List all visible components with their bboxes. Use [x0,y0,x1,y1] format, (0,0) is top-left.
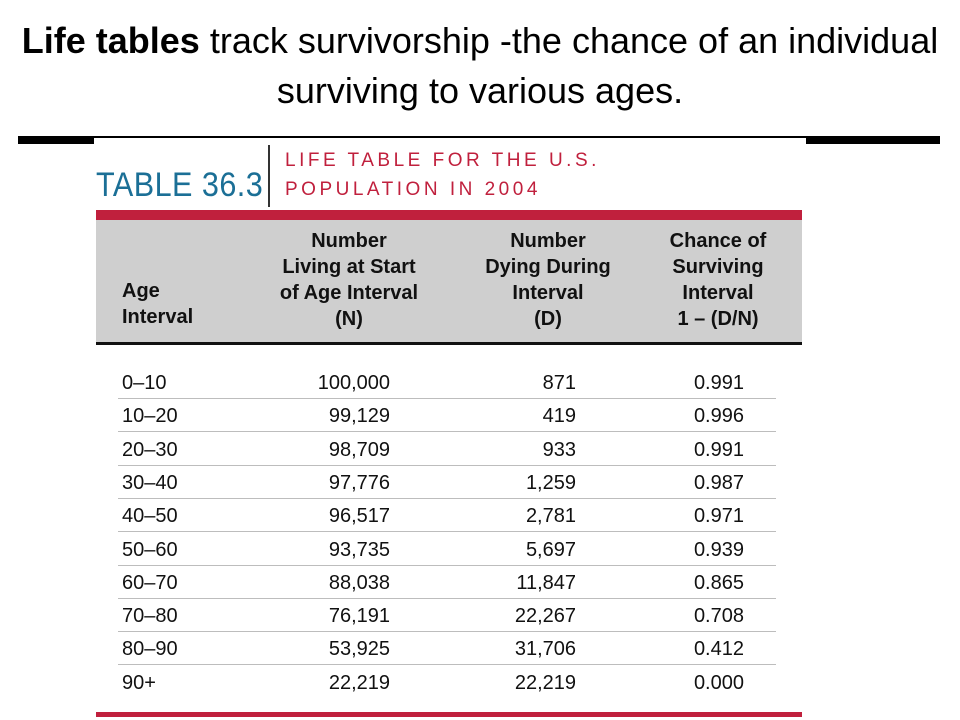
cell-living: 97,776 [328,471,390,494]
table-row: 90+ 22,219 22,219 0.000 [96,666,776,699]
table-caption-line2: POPULATION IN 2004 [285,179,541,200]
cell-age: 70–80 [122,605,178,628]
cell-living: 99,129 [328,405,390,428]
column-header-surviving-line: Chance of [669,230,767,252]
table-bottom-rule [96,712,802,717]
cell-surviving: 0.865 [693,571,744,594]
table-row: 60–70 88,038 11,847 0.865 [96,566,776,599]
cell-living: 100,000 [317,372,390,394]
cell-living: 88,038 [328,571,390,594]
table-caption-line1: LIFE TABLE FOR THE U.S. [285,150,600,171]
row-divider [118,664,776,666]
row-divider [118,531,776,533]
cell-surviving: 0.939 [693,538,744,561]
slide-title-rest: track survivorship -the chance of an ind… [199,20,939,111]
cell-dying: 933 [542,438,576,461]
cell-age: 80–90 [122,638,178,661]
table-top-rule [94,136,806,138]
row-divider [118,398,776,399]
cell-dying: 2,781 [525,505,576,528]
table-row: 10–20 99,129 419 0.996 [96,399,776,433]
table-row: 30–40 97,776 1,259 0.987 [96,466,776,499]
column-header-surviving-line: Surviving [672,256,764,278]
cell-age: 30–40 [122,471,178,494]
table-row: 70–80 76,191 22,267 0.708 [96,599,776,633]
row-divider [118,597,776,599]
table-row: 40–50 96,517 2,781 0.971 [96,499,776,533]
table-caption: LIFE TABLE FOR THE U.S. POPULATION IN 20… [285,146,600,204]
column-header-living-line: of Age Interval [279,282,419,304]
cell-surviving: 0.000 [693,671,744,694]
table-row: 50–60 93,735 5,697 0.939 [96,533,776,566]
row-divider [118,631,776,633]
cell-dying: 871 [542,372,576,394]
cell-surviving: 0.991 [693,372,744,394]
slide-title: Life tables track survivorship -the chan… [0,16,960,116]
cell-age: 50–60 [122,538,178,561]
column-header-surviving-line: Interval [682,282,754,304]
cell-dying: 22,267 [514,605,576,628]
cell-living: 93,735 [328,538,390,561]
column-header-dying: Number Dying During Interval (D) [470,228,626,332]
cell-dying: 22,219 [514,671,576,694]
column-header-dying-line: (D) [534,308,562,330]
column-header-living-line: (N) [335,308,363,330]
column-header-living-line: Number [311,230,387,252]
table-header [96,220,802,342]
cell-surviving: 0.987 [693,471,744,494]
column-header-age: Age Interval [122,278,193,330]
slide-title-bold: Life tables [21,20,200,61]
title-rule-right [806,136,940,144]
column-header-living: Number Living at Start of Age Interval (… [256,228,442,332]
cell-living: 96,517 [328,505,390,528]
cell-age: 20–30 [122,438,178,461]
cell-surviving: 0.971 [693,505,744,528]
table-row: 20–30 98,709 933 0.991 [96,433,776,466]
cell-living: 22,219 [328,671,390,694]
table-row: 0–10 100,000 871 0.991 [96,366,776,399]
column-header-dying-line: Dying During [485,256,611,278]
column-header-age-line: Age [122,280,160,302]
table-row: 80–90 53,925 31,706 0.412 [96,632,776,666]
cell-dying: 5,697 [525,538,576,561]
row-divider [118,497,776,499]
cell-age: 40–50 [122,505,178,528]
cell-age: 60–70 [122,571,178,594]
title-rule-left [18,136,94,144]
table-number: TABLE 36.3 [96,166,264,204]
table-header-band [96,210,802,220]
caption-divider [268,145,270,207]
cell-dying: 31,706 [514,638,576,661]
cell-dying: 11,847 [516,571,576,594]
cell-living: 53,925 [328,638,390,661]
table-body [96,345,802,717]
cell-surviving: 0.708 [693,605,744,628]
column-header-dying-line: Number [510,230,586,252]
cell-surviving: 0.996 [693,405,744,428]
cell-surviving: 0.412 [693,638,744,661]
cell-living: 76,191 [328,605,390,628]
row-divider [118,431,776,433]
column-header-living-line: Living at Start [282,256,416,278]
cell-living: 98,709 [328,438,390,461]
cell-dying: 419 [542,405,576,428]
cell-age: 0–10 [122,372,167,394]
row-divider [118,464,776,466]
column-header-surviving: Chance of Surviving Interval 1 – (D/N) [640,228,796,332]
column-header-dying-line: Interval [512,282,584,304]
row-divider [118,564,776,566]
cell-surviving: 0.991 [693,438,744,461]
column-header-age-line: Interval [122,306,194,328]
table-header-rule [96,342,802,345]
cell-dying: 1,259 [525,471,576,494]
cell-age: 90+ [122,671,156,694]
column-header-surviving-line: 1 – (D/N) [677,308,759,330]
cell-age: 10–20 [122,405,178,428]
